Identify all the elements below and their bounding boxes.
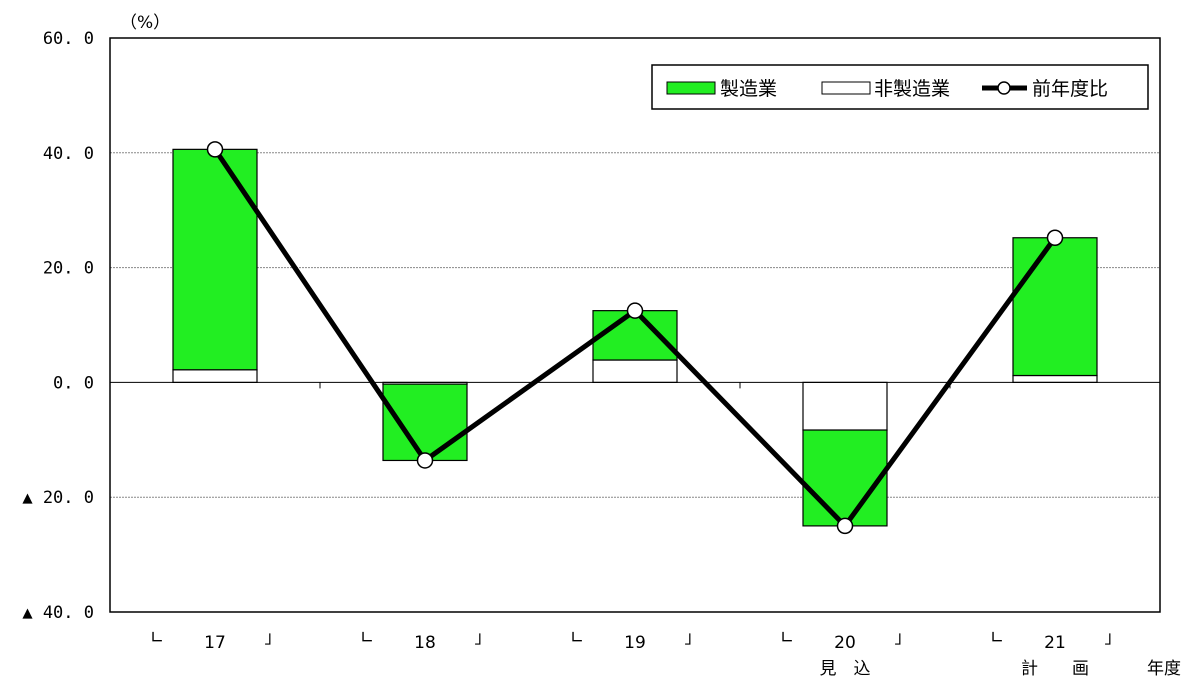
legend-label-manufacturing: 製造業 [720,78,777,100]
yoy-point-20 [836,517,854,535]
x-category-labels: ∟ 17」 ∟ 18」 ∟ 19」 ∟ 20 」見 込∟ 21 」計 画 [150,628,1122,679]
bar-nonmanufacturing-20 [802,381,888,431]
bar-manufacturing-17 [172,148,258,371]
y-unit-label: （%） [120,13,170,33]
legend-swatch-manufacturing [666,81,716,95]
x-bracket-left-18: ∟ [360,628,374,648]
bar-manufacturing-21 [1012,237,1098,377]
bar-nonmanufacturing-21 [1012,374,1098,383]
x-tick-label-20: 20 [834,633,856,653]
legend-label-nonmanufacturing: 非製造業 [874,78,950,100]
yoy-point-18 [416,452,434,469]
x-bracket-right-20: 」 [895,628,912,648]
x-bracket-right-21: 」 [1105,628,1122,648]
x-bracket-right-19: 」 [685,628,702,648]
bar-manufacturing-18 [382,383,468,462]
x-bracket-left-20: ∟ [780,628,794,648]
gridlines [110,152,1160,498]
bar-nonmanufacturing-17 [172,369,258,384]
legend-box [651,64,1149,110]
yoy-point-17 [206,141,224,158]
x-axis-suffix: 年度 [1147,659,1181,679]
plot-frame [109,37,1161,613]
yoy-point-21 [1046,229,1064,247]
x-bracket-right-17: 」 [265,628,282,648]
legend-marker-sample [997,81,1011,95]
bars [172,148,1098,527]
y-tick-label-0: 60. 0 [43,29,94,49]
x-bracket-right-18: 」 [475,628,492,648]
y-tick-labels: 60. 0 40. 0 20. 0 0. 0 ▲ 20. 0 ▲ 40. 0 [22,29,94,623]
y-tick-label-2: 20. 0 [43,259,94,279]
x-bracket-left-19: ∟ [570,628,584,648]
legend-swatch-nonmanufacturing [821,81,871,95]
y-tick-label-3: 0. 0 [53,373,94,393]
yoy-point-19 [626,302,644,319]
line-series [206,141,1064,535]
x-sublabel-21: 計 画 [1021,659,1089,679]
x-tick-label-17: 17 [204,633,226,653]
zero-line [110,381,1160,389]
y-tick-label-1: 40. 0 [43,144,94,164]
x-tick-label-21: 21 [1044,633,1066,653]
legend: 製造業 非製造業 前年度比 [651,64,1149,110]
x-tick-label-18: 18 [414,633,436,653]
legend-label-yoy: 前年度比 [1032,78,1108,100]
y-tick-label-4: ▲ 20. 0 [22,488,94,508]
x-bracket-left-21: ∟ [990,628,1004,648]
x-tick-label-19: 19 [624,633,646,653]
x-sublabel-20: 見 込 [820,659,871,679]
x-bracket-left-17: ∟ [150,628,164,648]
bar-nonmanufacturing-19 [592,359,678,384]
bar-manufacturing-20 [802,429,888,527]
y-tick-label-5: ▲ 40. 0 [22,603,94,623]
